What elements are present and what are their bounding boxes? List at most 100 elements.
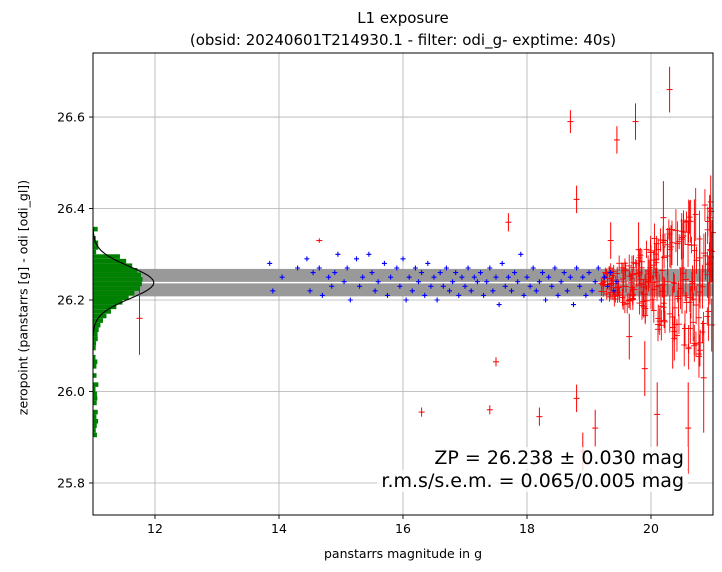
used-point xyxy=(394,265,400,271)
histogram-bar xyxy=(93,409,98,415)
histogram-bar xyxy=(93,263,133,268)
used-point xyxy=(549,283,555,289)
used-point xyxy=(310,270,316,276)
used-point xyxy=(499,260,505,266)
used-point xyxy=(598,297,604,303)
x-tick-label: 14 xyxy=(271,521,287,536)
histogram-bar xyxy=(93,254,120,259)
rms-annotation: r.m.s/s.e.m. = 0.065/0.005 mag xyxy=(377,470,688,492)
histogram-bar xyxy=(93,300,123,305)
x-tick-label: 20 xyxy=(643,521,659,536)
used-point xyxy=(397,283,403,289)
histogram-bar xyxy=(93,345,96,351)
used-point xyxy=(580,274,586,280)
used-point xyxy=(527,283,533,289)
histogram-bar xyxy=(93,281,142,287)
used-point xyxy=(540,270,545,276)
histogram-bar xyxy=(93,226,98,232)
used-point xyxy=(602,274,607,280)
used-point xyxy=(354,256,359,262)
used-point xyxy=(304,256,310,262)
histogram-bar xyxy=(93,428,96,433)
used-point xyxy=(574,265,580,271)
histogram-bar xyxy=(93,286,140,291)
used-point xyxy=(409,288,415,294)
y-axis-label: zeropoint (panstarrs [g] - odi [odi_gl]) xyxy=(15,179,31,416)
histogram-bar xyxy=(93,414,97,419)
x-tick-label: 16 xyxy=(395,521,411,536)
used-point xyxy=(468,288,474,294)
used-point xyxy=(589,288,595,294)
used-point xyxy=(493,274,499,280)
used-point xyxy=(512,270,518,276)
used-point xyxy=(487,265,493,271)
used-point xyxy=(524,274,530,280)
used-point xyxy=(450,279,456,285)
used-point xyxy=(369,270,375,276)
used-point xyxy=(564,288,570,294)
used-point xyxy=(583,292,589,298)
used-point xyxy=(558,279,564,285)
histogram-bar xyxy=(93,309,111,314)
histogram-bar xyxy=(93,277,143,282)
zeropoint-annotation: ZP = 26.238 ± 0.030 mag xyxy=(430,447,688,469)
used-point xyxy=(462,283,468,289)
used-point xyxy=(496,302,502,308)
histogram-bar xyxy=(93,332,98,337)
used-point xyxy=(335,251,341,257)
used-point xyxy=(267,260,273,266)
chart-title: L1 exposure xyxy=(357,9,449,27)
used-point xyxy=(279,274,285,280)
used-point xyxy=(360,274,366,280)
used-point xyxy=(434,297,440,303)
used-point xyxy=(453,270,459,276)
used-point xyxy=(614,279,620,285)
used-point xyxy=(502,283,508,289)
histogram-bar xyxy=(93,304,117,310)
histogram-bar xyxy=(93,391,97,397)
used-point xyxy=(319,292,325,298)
used-point xyxy=(530,265,536,271)
histogram-bar xyxy=(93,341,97,346)
used-point xyxy=(431,274,437,280)
used-point xyxy=(385,292,390,298)
used-point xyxy=(419,270,425,276)
used-point xyxy=(459,274,465,280)
used-point xyxy=(611,288,617,294)
histogram-bar xyxy=(93,359,98,365)
histogram-bar xyxy=(93,386,96,392)
used-point xyxy=(307,288,313,294)
used-point xyxy=(456,292,462,298)
used-point xyxy=(605,283,611,289)
used-point xyxy=(388,274,394,280)
used-point xyxy=(465,265,471,271)
y-tick-label: 26.6 xyxy=(57,110,85,125)
used-point xyxy=(490,288,496,294)
used-point xyxy=(505,274,511,280)
histogram-bar xyxy=(93,295,129,301)
used-point xyxy=(357,283,363,289)
used-point xyxy=(416,279,421,285)
used-point xyxy=(552,265,558,271)
used-point xyxy=(481,292,487,298)
used-point xyxy=(546,274,552,280)
used-point xyxy=(447,288,452,294)
y-tick-label: 26.2 xyxy=(57,293,85,308)
histogram-bar xyxy=(93,373,97,378)
used-point xyxy=(515,279,521,285)
used-point xyxy=(474,279,480,285)
used-point xyxy=(344,265,350,271)
histogram-bar xyxy=(93,400,97,406)
used-point xyxy=(400,256,406,262)
histogram-bar xyxy=(93,267,138,273)
used-point xyxy=(577,283,583,289)
chart-subtitle: (obsid: 20240601T214930.1 - filter: odi_… xyxy=(189,31,617,49)
histogram-bar xyxy=(93,245,99,250)
x-tick-label: 18 xyxy=(519,521,535,536)
y-tick-label: 26.4 xyxy=(57,201,85,216)
used-point xyxy=(406,274,412,280)
used-point xyxy=(403,297,409,303)
used-point xyxy=(347,297,353,303)
histogram-bar xyxy=(93,290,135,296)
